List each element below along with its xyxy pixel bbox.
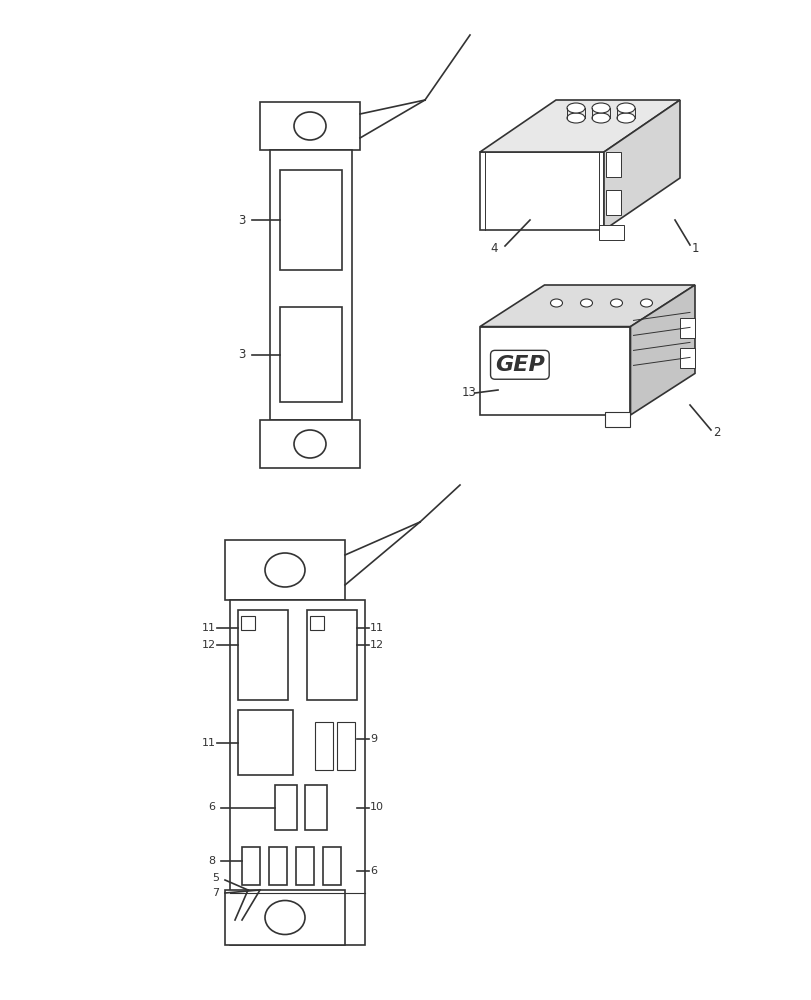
Text: 6: 6 — [370, 866, 376, 876]
Polygon shape — [479, 285, 694, 327]
Text: 2: 2 — [712, 426, 719, 440]
Bar — [305, 785, 327, 830]
Bar — [307, 610, 357, 700]
Text: 1: 1 — [691, 241, 698, 254]
Text: 5: 5 — [212, 873, 219, 883]
Text: 11: 11 — [370, 623, 384, 633]
Polygon shape — [479, 100, 679, 152]
Ellipse shape — [610, 299, 622, 307]
Ellipse shape — [591, 113, 609, 123]
Bar — [679, 348, 694, 368]
Text: 13: 13 — [461, 386, 476, 399]
Text: 11: 11 — [202, 738, 216, 748]
Text: 6: 6 — [208, 802, 215, 812]
Text: 11: 11 — [202, 623, 216, 633]
Bar — [315, 722, 333, 770]
Bar — [260, 102, 359, 150]
Bar — [605, 152, 620, 177]
Bar — [337, 722, 354, 770]
Text: 3: 3 — [238, 348, 245, 361]
Ellipse shape — [264, 900, 305, 934]
Bar — [679, 318, 694, 338]
Bar — [225, 890, 345, 945]
Text: 3: 3 — [238, 214, 245, 227]
Polygon shape — [603, 100, 679, 230]
Bar — [225, 540, 345, 600]
Bar — [296, 847, 314, 885]
Bar — [280, 170, 341, 270]
Ellipse shape — [550, 299, 562, 307]
Bar — [268, 847, 286, 885]
Ellipse shape — [616, 113, 634, 123]
Ellipse shape — [264, 553, 305, 587]
Text: GEP: GEP — [495, 355, 544, 375]
Bar — [230, 600, 365, 945]
Ellipse shape — [566, 103, 584, 113]
Text: 10: 10 — [370, 802, 384, 812]
Bar — [479, 327, 629, 415]
Text: 4: 4 — [489, 241, 497, 254]
Bar — [310, 616, 324, 630]
Bar — [238, 710, 293, 775]
Text: 8: 8 — [208, 856, 215, 866]
Bar — [605, 412, 629, 427]
Ellipse shape — [294, 430, 325, 458]
Bar — [280, 307, 341, 402]
Text: 12: 12 — [370, 640, 384, 650]
Text: 7: 7 — [212, 888, 219, 898]
Bar — [238, 610, 288, 700]
Ellipse shape — [294, 112, 325, 140]
Polygon shape — [629, 285, 694, 415]
Bar — [599, 225, 623, 240]
Bar — [323, 847, 341, 885]
Bar — [275, 785, 297, 830]
Bar — [260, 420, 359, 468]
Ellipse shape — [591, 103, 609, 113]
Bar — [605, 190, 620, 215]
Bar — [241, 616, 255, 630]
Ellipse shape — [616, 103, 634, 113]
Ellipse shape — [640, 299, 652, 307]
Ellipse shape — [566, 113, 584, 123]
Bar — [270, 150, 351, 420]
Bar — [242, 847, 260, 885]
Bar — [479, 152, 603, 230]
Ellipse shape — [580, 299, 592, 307]
Text: 12: 12 — [202, 640, 216, 650]
Text: 9: 9 — [370, 734, 376, 744]
